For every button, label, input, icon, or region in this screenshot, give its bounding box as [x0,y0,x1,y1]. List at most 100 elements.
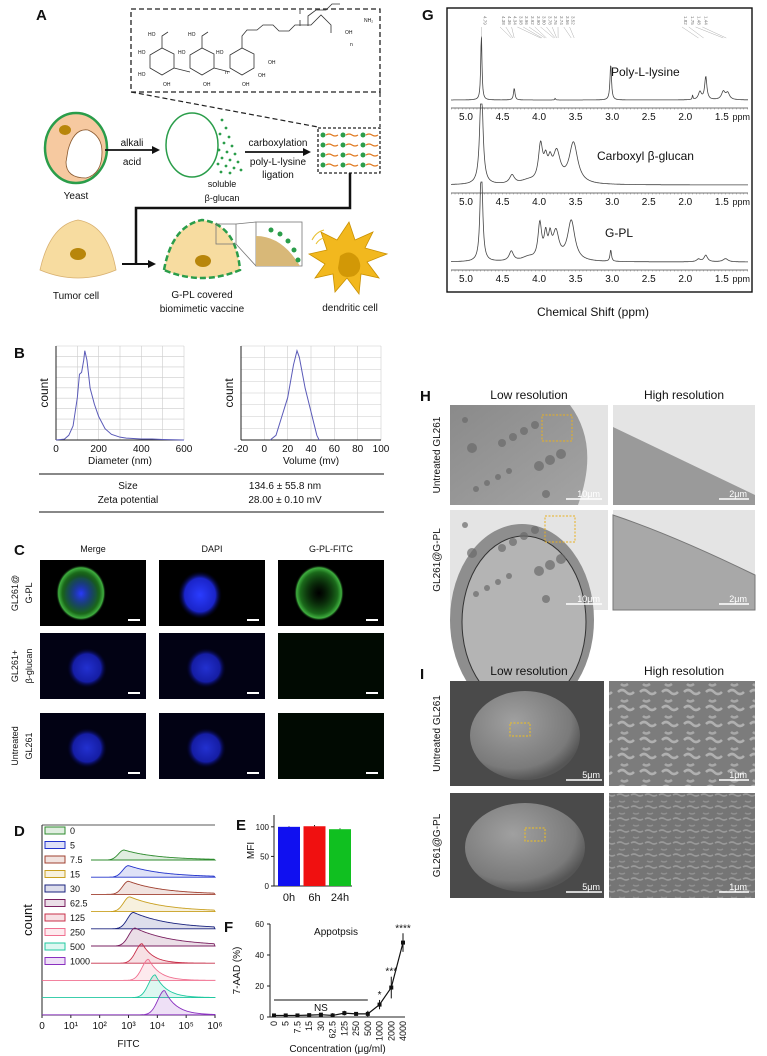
legend-label: 500 [70,942,85,952]
x-tick-label: 2.0 [678,112,692,123]
flow-arrow [134,173,352,265]
polylysine-chain [345,153,359,157]
polylysine-chain [325,133,339,137]
x-tick-label: 2.0 [678,197,692,208]
x-tick-label: 15 [304,1021,314,1031]
glucan-dot [360,162,366,168]
glucan-dot [360,142,366,148]
table-label: Zeta potential [98,495,159,506]
glucan-dot [222,141,226,145]
fluorescence-image [159,713,265,779]
glucan-dot [230,144,234,148]
x-tick-label: 0 [39,1021,45,1032]
legend-label: 5 [70,841,75,851]
table-value: 28.00 ± 0.10 mV [248,495,322,506]
column-header: DAPI [201,544,222,554]
peak-leader [534,26,547,39]
organelle [556,449,566,459]
atom-label: OH [258,73,266,79]
x-tick-label: 200 [90,444,107,455]
panel-letter: D [14,823,25,840]
dendritic-cell: dendritic cell [307,221,389,314]
arrow-head [303,148,311,156]
nucleus [178,571,222,619]
glucan-dots [216,118,243,175]
column-header: G-PL-FITC [309,544,353,554]
x-tick-label: 24h [331,892,349,904]
row-label: Untreated GL261 [432,695,443,772]
peak-label: 3.76 [553,16,558,25]
peak-label: 3.52 [571,16,576,25]
x-tick-label: 10⁵ [179,1021,194,1032]
glucan-structure [149,3,340,76]
panel-a: A HO HO HO OH HO HO OH HO OH OH OH NH₂ [36,3,389,315]
fluorescence-image [159,633,265,699]
spectrum-2 [451,181,748,263]
atom-label: HO [138,50,146,56]
glucan-dot [360,132,366,138]
polylysine-chain [325,163,339,167]
y-axis-label: count [222,378,236,408]
peak-label: 3.96 [524,16,529,25]
x-tick-label: 10³ [121,1021,136,1032]
series-label: Poly-L-lysine [611,65,680,79]
peak-leader [499,26,512,39]
x-tick-label: 10⁶ [207,1021,222,1032]
y-tick-label: 40 [255,951,264,960]
x-tick-label: 5.0 [459,274,473,285]
organelle [542,595,550,603]
fluorescence-image [278,713,384,779]
histogram-30 [91,912,216,930]
x-tick-label: 2.5 [642,112,656,123]
g-pl-conjugate-box [317,127,381,174]
beta-glucan-label: β-glucan [205,193,240,203]
panel-letter: C [14,542,25,559]
y-axis-label: count [20,904,35,936]
glucan-dot [236,160,240,164]
peak-label: 1.44 [703,16,708,25]
y-axis-label: count [37,378,51,408]
peak-label: 3.56 [565,16,570,25]
panel-i: I Low resolution High resolution Untreated… [420,664,755,898]
chart-title: Appotpsis [314,927,358,938]
spectrum-0 [451,36,748,101]
peak-label: 3.74 [559,16,564,25]
row-label: GL261@G-PL [432,813,443,877]
glucan-dot [224,164,228,168]
atom-label: OH [203,82,211,88]
x-tick-label: 1000 [375,1021,385,1041]
x-tick-label: 10⁴ [150,1021,165,1032]
cell-body [450,405,588,505]
x-tick-label: 5.0 [459,197,473,208]
x-tick-label: 3.0 [605,197,619,208]
peak-label: 3.90 [536,16,541,25]
atom-label: HO [148,32,156,38]
panel-b: B 0 200 400 600 Diameter (nm) count -20 0 20 40 6… [14,345,390,513]
glucan-dot [340,162,346,168]
soluble-label: soluble [208,179,237,189]
glucan-dot [228,171,232,175]
glucan-dot [220,156,224,160]
significance-label: **** [395,923,411,934]
bar-24h [329,829,351,886]
glucan-dot [233,152,237,156]
data-line [274,942,404,1017]
scale-bar-label: 1μm [729,770,747,780]
atom-label: HO [216,50,224,56]
column-header: Low resolution [490,388,567,402]
panel-letter: E [236,817,246,834]
row-label: GL261 [24,732,34,759]
glucan-dot [320,152,326,158]
glucan-dot [225,150,229,154]
legend-label: 30 [70,884,80,894]
panel-letter: B [14,345,25,362]
organelle [520,532,528,540]
x-tick-label: 7.5 [292,1021,302,1034]
membrane-region [613,427,755,505]
histogram-1000 [42,990,216,1016]
arrow-head [148,260,156,268]
panel-letter: F [224,919,233,936]
membrane-signal [294,565,344,621]
legend-label: 250 [70,928,85,938]
